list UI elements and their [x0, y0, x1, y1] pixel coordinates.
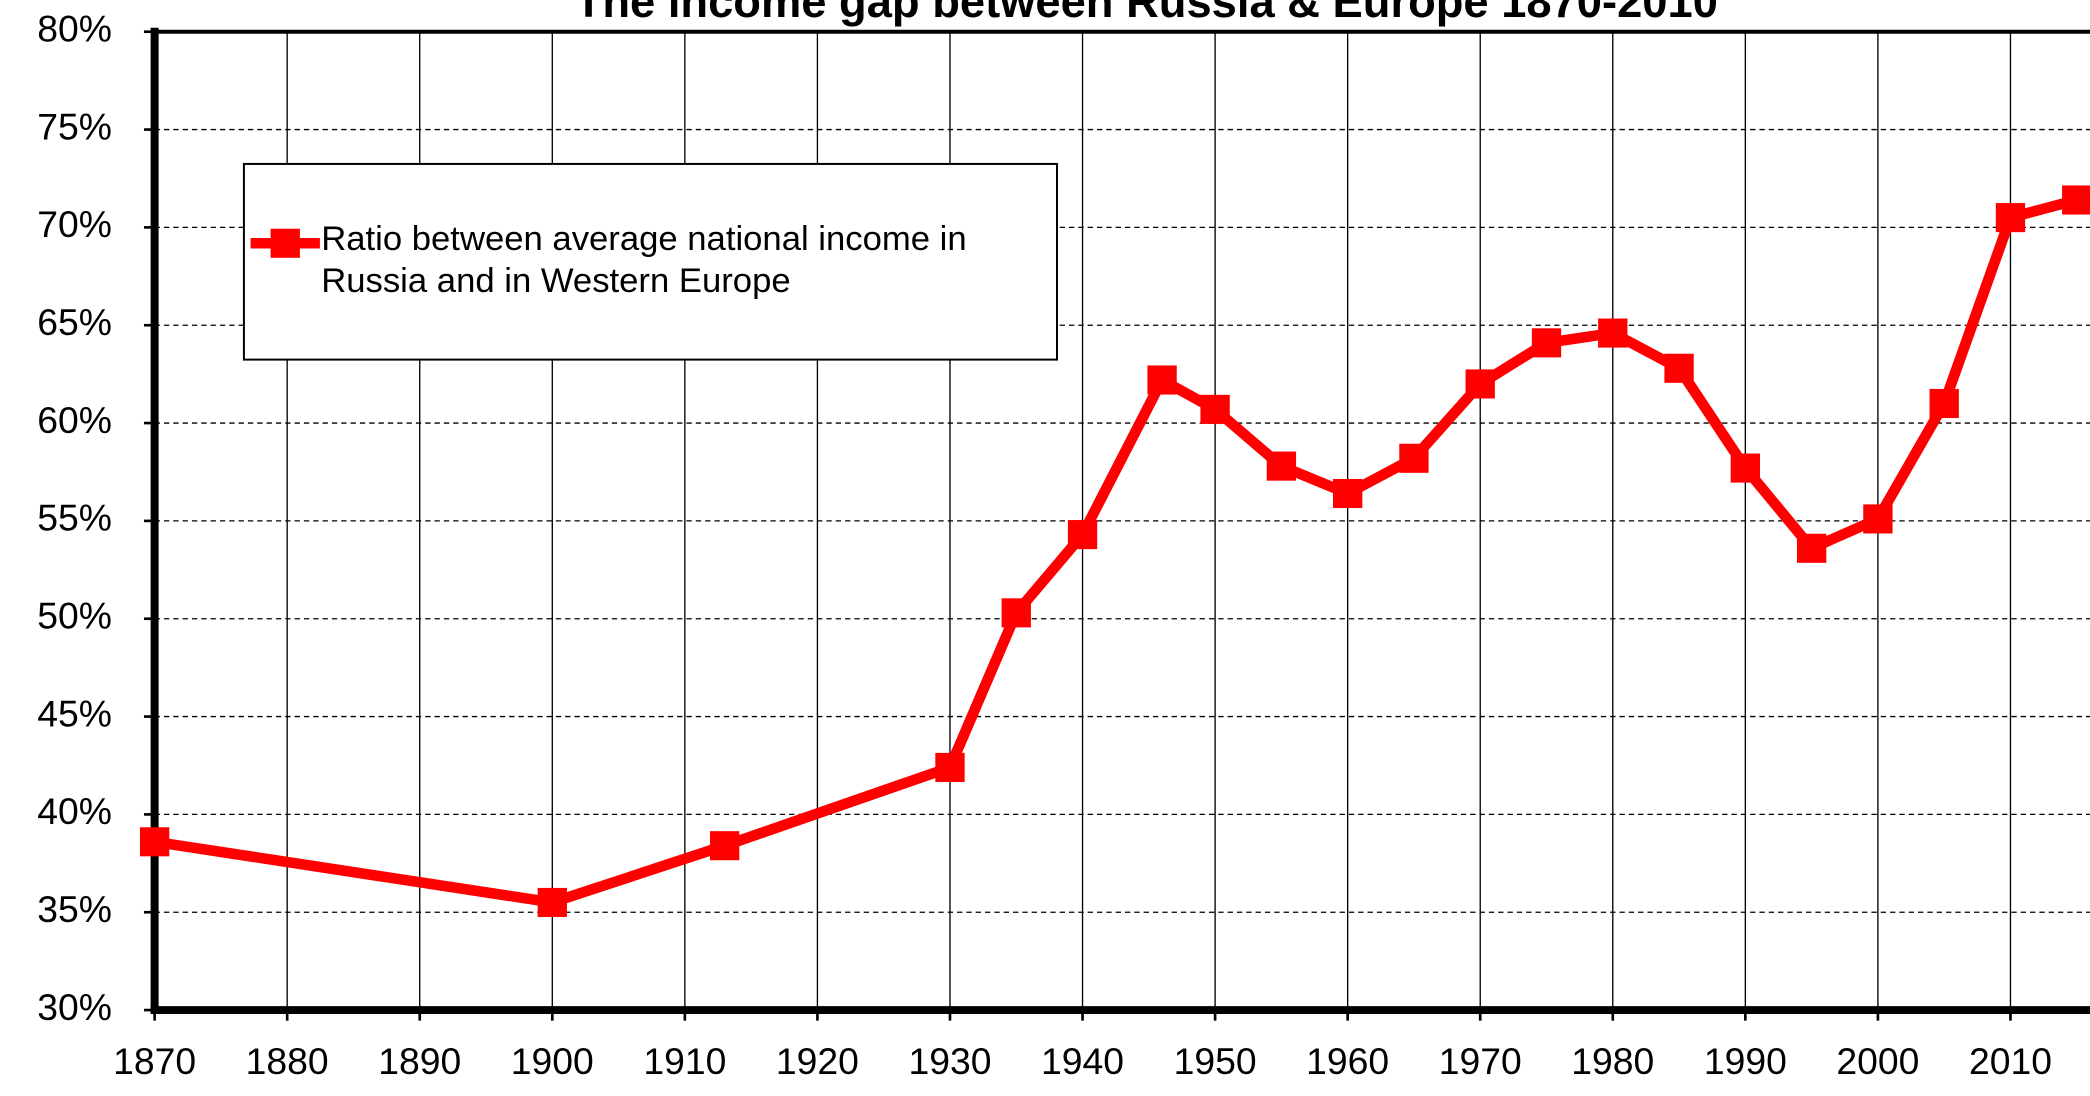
legend-marker: [270, 228, 300, 258]
point-marker: [1863, 504, 1893, 534]
y-tick-label: 30%: [37, 986, 112, 1028]
x-tick-label: 1930: [908, 1040, 991, 1082]
y-tick-label: 60%: [37, 399, 112, 441]
y-tick-label: 65%: [37, 301, 112, 343]
point-marker: [1266, 451, 1297, 481]
point-marker: [1664, 353, 1694, 383]
x-tick-label: 1960: [1306, 1040, 1389, 1082]
point-marker: [1995, 203, 2026, 233]
point-marker: [1796, 533, 1827, 563]
point-marker: [139, 827, 170, 857]
point-marker: [1147, 365, 1177, 395]
point-marker: [1001, 598, 1031, 628]
y-tick-label: 55%: [37, 497, 112, 539]
y-tick-label: 40%: [37, 790, 112, 832]
x-tick-label: 1990: [1704, 1040, 1787, 1082]
x-tick-label: 1940: [1041, 1040, 1124, 1082]
y-tick-label: 45%: [37, 692, 112, 734]
point-marker: [709, 831, 740, 861]
x-tick-label: 2000: [1836, 1040, 1919, 1082]
chart-title: The income gap between Russia & Europe 1…: [575, 0, 1718, 27]
y-tick-label: 35%: [37, 888, 112, 930]
point-marker: [1399, 443, 1429, 473]
point-marker: [1730, 453, 1761, 483]
point-marker: [935, 752, 965, 782]
y-tick-label: 50%: [37, 595, 112, 637]
x-tick-label: 1950: [1174, 1040, 1257, 1082]
point-marker: [1067, 520, 1098, 550]
legend-label-box: Ratio between average national income in…: [321, 218, 967, 301]
x-tick-label: 1980: [1571, 1040, 1654, 1082]
y-tick-label: 80%: [37, 8, 112, 50]
point-marker: [2062, 185, 2090, 215]
x-tick-label: 1900: [511, 1040, 594, 1082]
point-marker: [1332, 478, 1363, 509]
point-marker: [1929, 388, 1959, 419]
point-marker: [1465, 369, 1495, 399]
x-tick-label: 1870: [113, 1040, 196, 1082]
legend-box: [242, 162, 1058, 361]
legend-label: Ratio between average national income in…: [321, 218, 967, 301]
x-tick-label: 2010: [1969, 1040, 2052, 1082]
y-tick-label: 70%: [37, 203, 112, 245]
point-marker: [1531, 328, 1562, 358]
point-marker: [1200, 394, 1230, 424]
point-marker: [1598, 318, 1628, 348]
y-tick-label: 75%: [37, 105, 112, 147]
x-tick-label: 1970: [1439, 1040, 1522, 1082]
legend: Ratio between average national income in…: [242, 162, 1058, 361]
x-tick-label: 1910: [643, 1040, 726, 1082]
point-marker: [537, 887, 567, 917]
x-tick-label: 1920: [776, 1040, 859, 1082]
x-tick-label: 1880: [246, 1040, 329, 1082]
x-tick-label: 1890: [378, 1040, 461, 1082]
